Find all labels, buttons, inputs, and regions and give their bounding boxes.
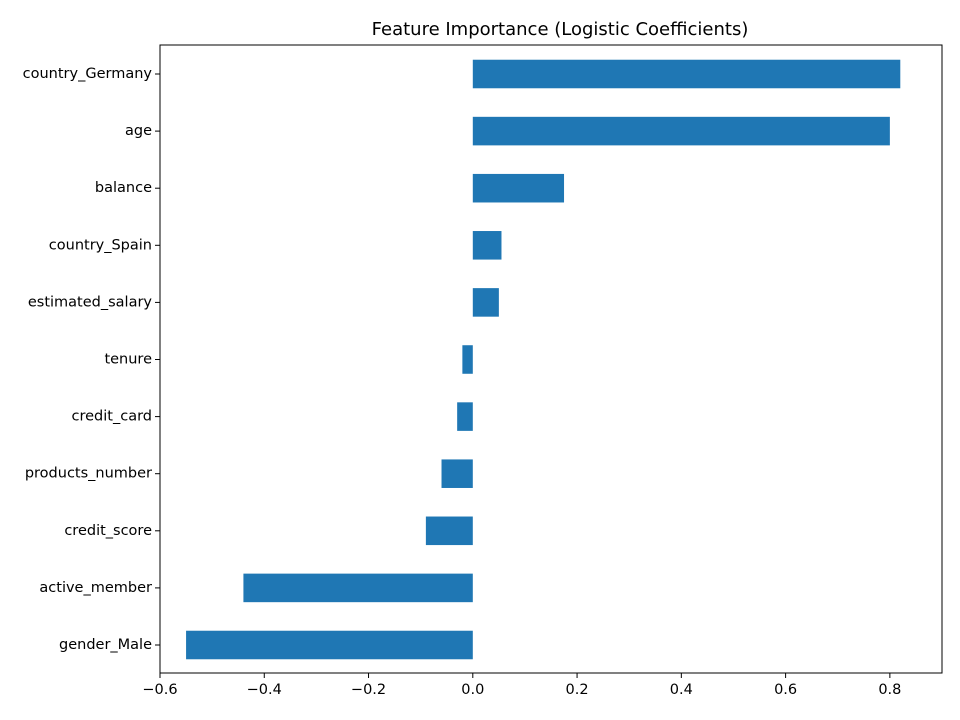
- y-tick-label: active_member: [39, 580, 152, 596]
- bar-active_member: [243, 573, 473, 603]
- x-tick-label: 0.2: [566, 682, 589, 698]
- bar-balance: [472, 173, 565, 203]
- y-tick-label: products_number: [25, 466, 152, 482]
- x-tick-label: 0.8: [878, 682, 901, 698]
- bar-age: [472, 116, 890, 146]
- x-tick-label: 0.0: [461, 682, 484, 698]
- y-tick-label: credit_card: [72, 409, 152, 425]
- bar-gender_Male: [186, 630, 473, 660]
- bar-products_number: [441, 459, 473, 488]
- bar-country_Germany: [472, 59, 901, 89]
- y-tick-label: gender_Male: [59, 637, 152, 653]
- y-tick-label: credit_score: [64, 523, 152, 539]
- bars-group: [186, 59, 901, 660]
- x-axis: −0.6 −0.4 −0.2 0.0 0.2 0.4 0.6 0.8: [142, 673, 901, 698]
- y-tick-label: country_Spain: [49, 237, 152, 253]
- plot-frame: [159, 44, 943, 674]
- x-tick-label: −0.2: [351, 682, 386, 698]
- bar-credit_score: [425, 516, 473, 546]
- x-tick-label: 0.4: [670, 682, 693, 698]
- y-tick-label: age: [125, 123, 152, 139]
- y-tick-label: balance: [95, 180, 152, 196]
- y-tick-label: estimated_salary: [28, 294, 153, 310]
- x-tick-label: 0.6: [774, 682, 797, 698]
- bar-credit_card: [457, 402, 473, 431]
- bar-estimated_salary: [472, 288, 499, 317]
- chart-title: Feature Importance (Logistic Coefficient…: [372, 19, 749, 40]
- bar-country_Spain: [472, 231, 502, 260]
- x-tick-label: −0.4: [247, 682, 282, 698]
- x-tick-label: −0.6: [142, 682, 177, 698]
- bar-tenure: [462, 345, 473, 374]
- y-tick-label: tenure: [104, 352, 152, 368]
- y-tick-label: country_Germany: [23, 66, 153, 82]
